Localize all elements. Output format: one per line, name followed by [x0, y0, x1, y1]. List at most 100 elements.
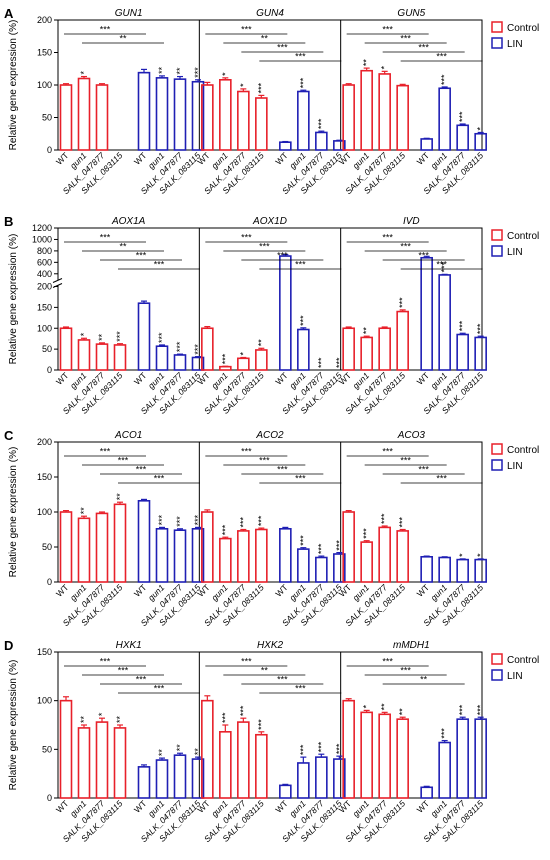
- significance-stars: ***: [193, 67, 203, 78]
- legend: Control LIN: [491, 443, 539, 472]
- gene-group-aox1a: AOX1AWTgun1*SALK_047877**SALK_083115***W…: [54, 216, 205, 416]
- gene-title: AOX1D: [252, 216, 287, 227]
- bar-control: [255, 733, 268, 799]
- bracket-label: ***: [418, 465, 429, 475]
- significance-stars: ***: [316, 118, 326, 129]
- bar-lin: [137, 766, 151, 799]
- bracket-label: ***: [418, 43, 429, 53]
- bar-control: [378, 713, 391, 799]
- bar-control: [59, 84, 73, 151]
- significance-stars: *: [238, 351, 248, 355]
- bar-control: [378, 327, 391, 371]
- gene-title: AOX1A: [111, 216, 146, 227]
- significance-stars: ***: [220, 353, 230, 364]
- bar-lin: [420, 555, 433, 583]
- panel-b: B Relative gene expression (%) 0 50 100 150 20…: [4, 214, 539, 416]
- y-tick-label: 0: [47, 145, 52, 155]
- significance-stars: *: [238, 83, 248, 87]
- significance-stars: ***: [458, 704, 468, 715]
- bar-lin: [173, 754, 187, 799]
- y-tick-label: 150: [37, 647, 52, 657]
- bar-lin: [438, 274, 451, 371]
- significance-stars: ***: [298, 535, 308, 546]
- y-tick-label: 200: [37, 282, 52, 292]
- significance-stars: **: [115, 715, 125, 723]
- bar-lin: [155, 527, 169, 583]
- significance-stars: ***: [316, 543, 326, 554]
- bar-lin: [474, 718, 487, 799]
- significance-stars: ***: [193, 514, 203, 525]
- bracket-label: ***: [436, 52, 447, 62]
- y-tick-label: 0: [47, 577, 52, 587]
- bar-control: [59, 327, 73, 371]
- bar-control: [95, 512, 109, 583]
- bracket-label: ***: [118, 666, 129, 676]
- legend-label-lin: LIN: [507, 461, 523, 472]
- bar-control: [113, 344, 127, 371]
- bar-control: [378, 526, 391, 583]
- gene-group-aco2: ACO2WTgun1***SALK_047877***SALK_083115**…: [195, 430, 346, 628]
- legend-label-lin: LIN: [507, 39, 523, 50]
- bar-control: [255, 97, 268, 151]
- gene-title: IVD: [403, 216, 420, 227]
- gene-title: GUN1: [115, 8, 143, 19]
- significance-stars: **: [175, 744, 185, 752]
- bar-lin: [297, 548, 310, 583]
- bracket-label: ***: [400, 666, 411, 676]
- bracket-label: ***: [400, 242, 411, 252]
- significance-stars: ***: [362, 528, 372, 539]
- significance-stars: **: [362, 59, 372, 67]
- bar-control: [342, 327, 355, 371]
- y-tick-label: 100: [37, 80, 52, 90]
- bar-lin: [279, 784, 292, 799]
- legend: Control LIN: [491, 653, 539, 682]
- significance-stars: *: [476, 553, 486, 557]
- significance-stars: ***: [380, 513, 390, 524]
- bracket-label: **: [119, 242, 127, 252]
- bar-lin: [456, 718, 469, 799]
- bracket-label: ***: [136, 675, 147, 685]
- legend-label-lin: LIN: [507, 671, 523, 682]
- y-tick-label: 100: [37, 507, 52, 517]
- significance-stars: **: [256, 339, 266, 347]
- bar-control: [396, 310, 409, 371]
- bar-control: [378, 73, 391, 151]
- significance-stars: **: [175, 67, 185, 75]
- bar-control: [360, 336, 373, 371]
- bar-lin: [420, 138, 433, 151]
- bar-lin: [438, 556, 451, 583]
- bracket-label: ***: [277, 675, 288, 685]
- significance-stars: *: [79, 332, 89, 336]
- gene-title: ACO2: [255, 430, 284, 441]
- significance-stars: ***: [256, 515, 266, 526]
- significance-stars: *: [476, 126, 486, 130]
- bracket-label: ***: [241, 233, 252, 243]
- significance-stars: ***: [193, 344, 203, 355]
- bracket-label: ***: [382, 657, 393, 667]
- significance-stars: ***: [238, 705, 248, 716]
- gene-title: mMDH1: [393, 640, 430, 651]
- bracket-label: ***: [277, 43, 288, 53]
- legend-swatch-lin: [491, 245, 503, 257]
- bar-lin: [456, 333, 469, 371]
- gene-group-aco1: ACO1WTgun1**SALK_047877SALK_083115**WTgu…: [54, 430, 205, 628]
- gene-group-aco3: ACO3WTgun1***SALK_047877***SALK_083115**…: [337, 430, 487, 628]
- plot-frame: [57, 651, 483, 799]
- gene-title: ACO3: [397, 430, 426, 441]
- legend: Control LIN: [491, 21, 539, 50]
- legend: Control LIN: [491, 229, 539, 258]
- significance-stars: ***: [157, 332, 167, 343]
- bar-lin: [279, 255, 292, 371]
- significance-stars: *: [79, 71, 89, 75]
- significance-stars: **: [97, 333, 107, 341]
- bar-lin: [173, 529, 187, 583]
- y-tick-label: 1200: [32, 223, 52, 233]
- bar-control: [237, 90, 250, 151]
- gene-group-hxk1: HXK1WTgun1**SALK_047877*SALK_083115**WTg…: [54, 640, 205, 844]
- plot-frame: [57, 227, 483, 371]
- bracket-label: ***: [100, 233, 111, 243]
- bracket-label: ***: [295, 474, 306, 484]
- y-tick-label: 1000: [32, 234, 52, 244]
- bar-lin: [279, 527, 292, 583]
